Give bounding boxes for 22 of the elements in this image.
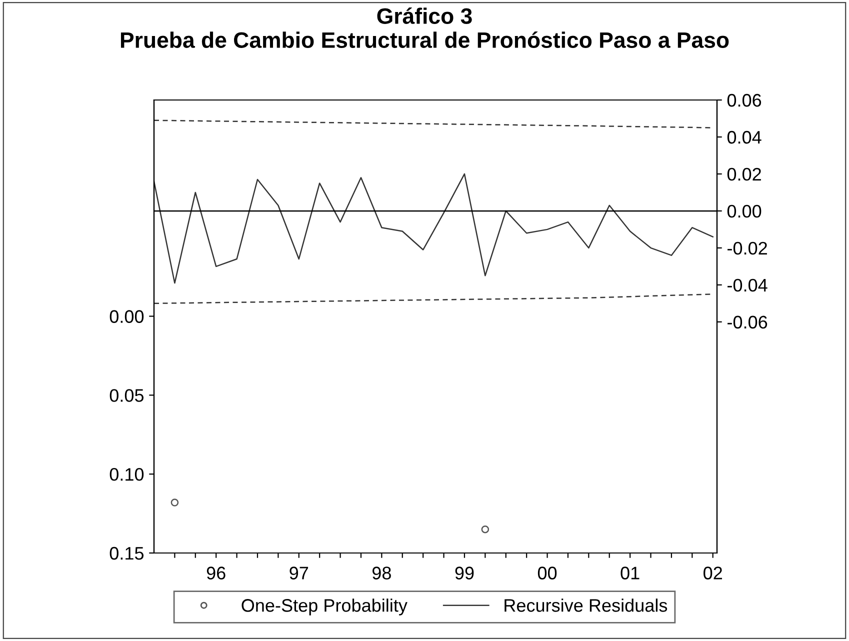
y2-tick-label: -0.02 xyxy=(728,242,767,255)
y2-tick-label: 0.00 xyxy=(727,204,762,218)
y-tick-label: 0.15 xyxy=(110,546,144,560)
y-tick-label: 0.05 xyxy=(110,389,144,402)
y2-tick-label: 0.02 xyxy=(727,168,761,181)
legend-label: Recursive Residuals xyxy=(504,598,668,612)
y2-tick-label: 0.04 xyxy=(727,130,762,144)
x-tick-label: 97 xyxy=(290,566,308,580)
x-tick-label: 02 xyxy=(704,566,722,580)
y2-tick-label: 0.06 xyxy=(727,94,762,107)
chart-title: Gráfico 3 xyxy=(377,7,472,24)
y2-tick-label: -0.04 xyxy=(728,278,768,292)
x-tick-label: 01 xyxy=(620,566,640,580)
x-tick-label: 98 xyxy=(372,566,391,580)
chart-subtitle: Prueba de Cambio Estructural de Pronóstico Paso a Paso xyxy=(120,31,729,48)
y-tick-label: 0.10 xyxy=(110,468,144,481)
x-tick-label: 99 xyxy=(455,566,474,580)
legend-label: One-Step Probability xyxy=(242,598,408,616)
x-tick-label: 96 xyxy=(206,566,226,580)
y-tick-label: 0.00 xyxy=(110,310,144,323)
x-tick-label: 00 xyxy=(538,566,557,580)
y2-tick-label: -0.06 xyxy=(728,316,768,329)
